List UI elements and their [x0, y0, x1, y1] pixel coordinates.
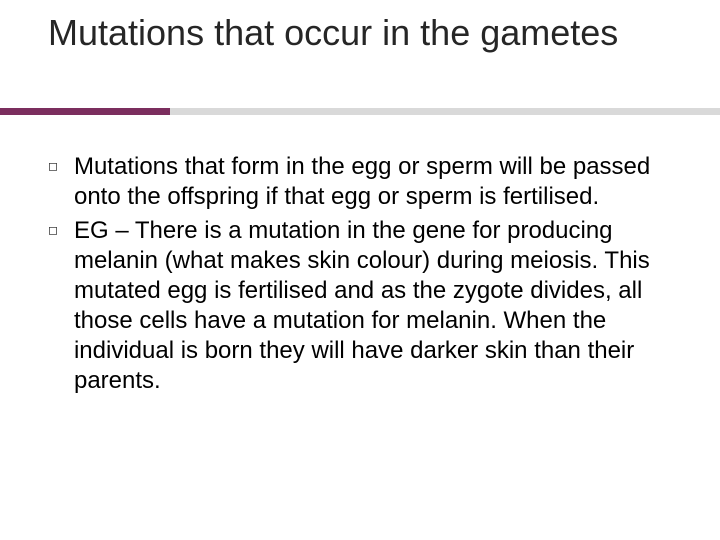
bullet-text: Mutations that form in the egg or sperm …	[74, 152, 672, 212]
title-block: Mutations that occur in the gametes	[48, 12, 688, 54]
square-bullet-icon: ◻	[48, 216, 58, 244]
slide-title: Mutations that occur in the gametes	[48, 12, 688, 54]
underline-accent	[0, 108, 170, 115]
underline-grey	[170, 108, 720, 115]
bullet-item: ◻ EG – There is a mutation in the gene fo…	[48, 216, 672, 396]
bullet-list: ◻ Mutations that form in the egg or sperm…	[48, 152, 672, 396]
bullet-item: ◻ Mutations that form in the egg or sperm…	[48, 152, 672, 212]
title-underline	[0, 108, 720, 115]
body-block: ◻ Mutations that form in the egg or sperm…	[48, 152, 672, 400]
bullet-text: EG – There is a mutation in the gene for…	[74, 216, 672, 396]
slide: Mutations that occur in the gametes ◻ Mut…	[0, 0, 720, 540]
square-bullet-icon: ◻	[48, 152, 58, 180]
